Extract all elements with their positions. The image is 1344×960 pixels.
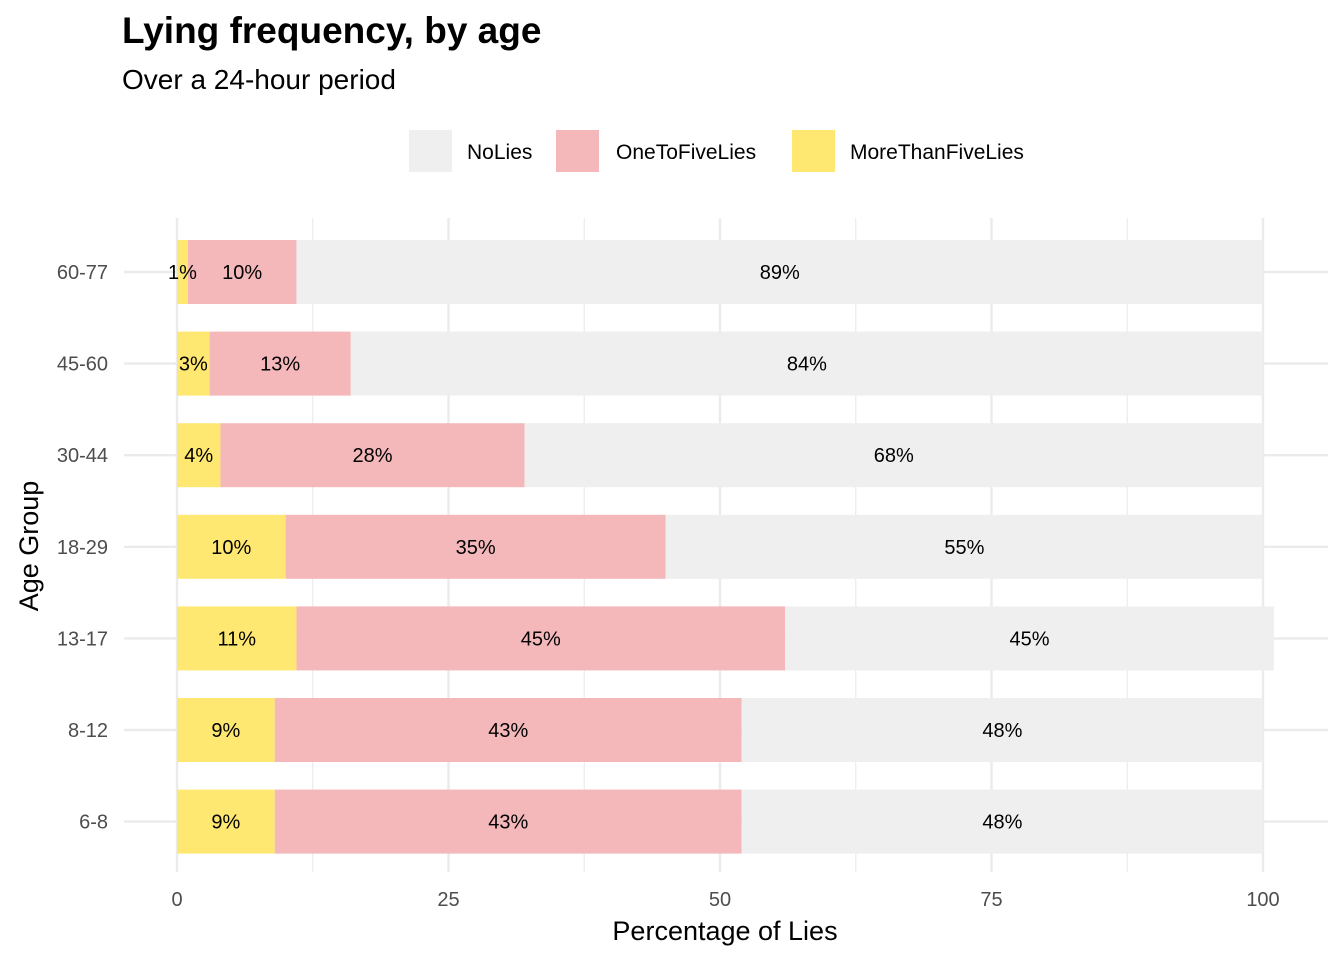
data-label-morethanfivelies-18-29: 10%: [211, 537, 251, 559]
bar-nolies-6-8: [741, 789, 1263, 854]
data-label-onetofivelies-60-77: 10%: [222, 262, 262, 284]
data-label-onetofivelies-30-44: 28%: [352, 445, 392, 467]
legend-key-onetofivelies: [556, 130, 599, 172]
legend-label-morethanfivelies: MoreThanFiveLies: [850, 141, 1024, 164]
data-label-onetofivelies-45-60: 13%: [260, 354, 300, 376]
data-label-morethanfivelies-30-44: 4%: [184, 445, 213, 467]
data-label-nolies-18-29: 55%: [944, 537, 984, 559]
data-label-onetofivelies-18-29: 35%: [456, 537, 496, 559]
data-label-morethanfivelies-8-12: 9%: [211, 720, 240, 742]
legend-label-onetofivelies: OneToFiveLies: [616, 141, 756, 164]
x-tick-label: 50: [709, 889, 731, 911]
bar-onetofivelies-60-77: [187, 240, 297, 304]
data-label-onetofivelies-13-17: 45%: [521, 628, 561, 650]
data-label-morethanfivelies-13-17: 11%: [217, 628, 256, 650]
y-tick-label: 60-77: [57, 262, 108, 284]
x-tick-label: 100: [1246, 889, 1279, 911]
y-tick-label: 8-12: [68, 720, 108, 742]
bar-morethanfivelies-6-8: [177, 789, 275, 854]
x-axis: 0 25 50 75 100: [171, 889, 1279, 911]
bar-morethanfivelies-8-12: [177, 698, 275, 762]
bar-morethanfivelies-45-60: [177, 331, 210, 396]
x-tick-label: 0: [171, 889, 182, 911]
legend-key-nolies: [409, 130, 452, 172]
data-label-morethanfivelies-60-77: 1%: [168, 262, 197, 284]
legend-key-morethanfivelies: [792, 130, 835, 172]
data-label-morethanfivelies-6-8: 9%: [211, 812, 240, 834]
data-label-nolies-45-60: 84%: [787, 354, 827, 376]
bar-morethanfivelies-30-44: [177, 423, 221, 488]
y-tick-label: 30-44: [57, 445, 108, 467]
bar-onetofivelies-13-17: [296, 606, 786, 671]
data-label-nolies-8-12: 48%: [982, 720, 1022, 742]
x-axis-title: Percentage of Lies: [612, 916, 837, 946]
bar-nolies-18-29: [665, 514, 1263, 579]
data-label-onetofivelies-6-8: 43%: [488, 812, 528, 834]
y-tick-label: 6-8: [79, 812, 108, 834]
data-label-nolies-13-17: 45%: [1009, 628, 1049, 650]
bar-nolies-60-77: [296, 240, 1264, 304]
bar-nolies-45-60: [350, 331, 1263, 396]
bar-morethanfivelies-13-17: [177, 606, 297, 671]
bar-morethanfivelies-60-77: [177, 240, 188, 304]
bar-onetofivelies-18-29: [285, 514, 666, 579]
bar-onetofivelies-45-60: [209, 331, 351, 396]
y-tick-label: 18-29: [57, 537, 108, 559]
data-label-nolies-30-44: 68%: [874, 445, 914, 467]
chart-title: Lying frequency, by age: [122, 10, 542, 51]
chart-subtitle: Over a 24-hour period: [122, 64, 396, 95]
bars: 1% 10% 89% 3% 13% 84% 4% 28% 68% 10% 35% 55% 11% 45% 4…: [168, 240, 1274, 854]
y-axis: 60-77 45-60 30-44 18-29 13-17 8-12 6-8: [57, 262, 108, 834]
x-tick-label: 25: [437, 889, 459, 911]
data-label-nolies-60-77: 89%: [760, 262, 800, 284]
y-tick-label: 45-60: [57, 354, 108, 376]
data-label-morethanfivelies-45-60: 3%: [179, 354, 208, 376]
data-label-onetofivelies-8-12: 43%: [488, 720, 528, 742]
y-tick-label: 13-17: [57, 628, 108, 650]
bar-onetofivelies-8-12: [274, 698, 742, 762]
bar-onetofivelies-30-44: [220, 423, 525, 488]
legend: NoLies OneToFiveLies MoreThanFiveLies: [409, 130, 1024, 172]
x-tick-label: 75: [980, 889, 1002, 911]
bar-nolies-8-12: [741, 698, 1263, 762]
bar-nolies-13-17: [785, 606, 1274, 671]
bar-morethanfivelies-18-29: [177, 514, 286, 579]
legend-label-nolies: NoLies: [467, 141, 532, 164]
bar-nolies-30-44: [524, 423, 1263, 488]
y-axis-title: Age Group: [14, 481, 44, 612]
data-label-nolies-6-8: 48%: [982, 812, 1022, 834]
bar-onetofivelies-6-8: [274, 789, 742, 854]
